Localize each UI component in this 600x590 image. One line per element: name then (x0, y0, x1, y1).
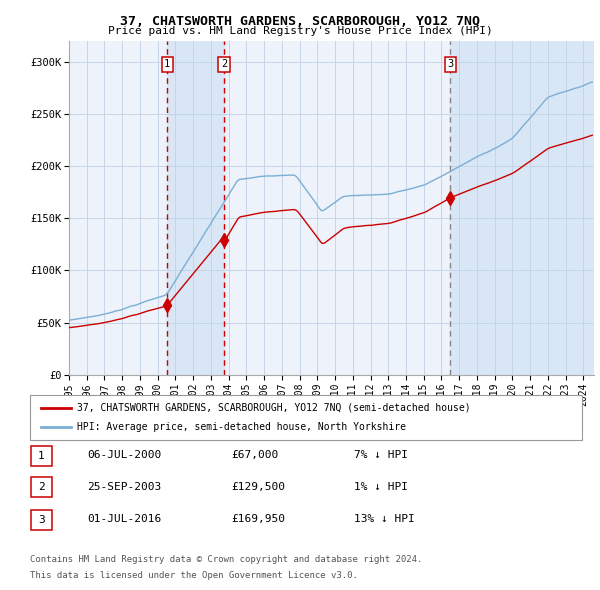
Bar (167, 41, 224, 375)
Text: 37, CHATSWORTH GARDENS, SCARBOROUGH, YO12 7NQ: 37, CHATSWORTH GARDENS, SCARBOROUGH, YO1… (120, 15, 480, 28)
Text: Price paid vs. HM Land Registry's House Price Index (HPI): Price paid vs. HM Land Registry's House … (107, 26, 493, 36)
Text: 25-SEP-2003: 25-SEP-2003 (87, 482, 161, 491)
FancyBboxPatch shape (31, 477, 52, 497)
Text: 1: 1 (164, 59, 170, 69)
Text: 2: 2 (38, 483, 45, 492)
Text: 06-JUL-2000: 06-JUL-2000 (87, 451, 161, 460)
Text: 13% ↓ HPI: 13% ↓ HPI (354, 514, 415, 524)
FancyBboxPatch shape (31, 510, 52, 530)
Text: HPI: Average price, semi-detached house, North Yorkshire: HPI: Average price, semi-detached house,… (77, 422, 406, 432)
Text: 37, CHATSWORTH GARDENS, SCARBOROUGH, YO12 7NQ (semi-detached house): 37, CHATSWORTH GARDENS, SCARBOROUGH, YO1… (77, 403, 470, 412)
Text: 3: 3 (447, 59, 454, 69)
Text: 1% ↓ HPI: 1% ↓ HPI (354, 482, 408, 491)
Text: 1: 1 (38, 451, 45, 461)
Bar (451, 41, 594, 375)
Text: 3: 3 (38, 515, 45, 525)
Text: This data is licensed under the Open Government Licence v3.0.: This data is licensed under the Open Gov… (30, 571, 358, 579)
Text: £67,000: £67,000 (231, 451, 278, 460)
Text: 7% ↓ HPI: 7% ↓ HPI (354, 451, 408, 460)
Text: £129,500: £129,500 (231, 482, 285, 491)
Text: 01-JUL-2016: 01-JUL-2016 (87, 514, 161, 524)
FancyBboxPatch shape (31, 446, 52, 466)
Text: £169,950: £169,950 (231, 514, 285, 524)
FancyBboxPatch shape (30, 395, 582, 440)
Text: Contains HM Land Registry data © Crown copyright and database right 2024.: Contains HM Land Registry data © Crown c… (30, 555, 422, 563)
Text: 2: 2 (221, 59, 227, 69)
